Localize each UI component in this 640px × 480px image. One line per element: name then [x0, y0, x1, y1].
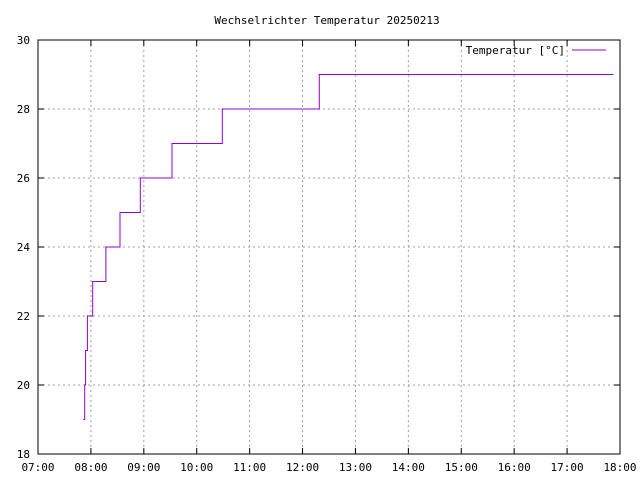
y-tick-label: 20 — [17, 379, 30, 392]
data-point — [318, 73, 320, 76]
x-tick-label: 10:00 — [180, 461, 213, 474]
x-tick-label: 08:00 — [74, 461, 107, 474]
grid — [38, 40, 620, 454]
data-point — [139, 177, 141, 179]
data-point — [119, 211, 121, 214]
data-point — [221, 108, 223, 110]
series-layer — [83, 73, 614, 421]
x-tick-label: 18:00 — [603, 461, 636, 474]
x-tick-label: 16:00 — [498, 461, 531, 474]
ticks: 07:00 08:00 09:00 10:00 11:00 12:00 13:00 14:00… — [17, 34, 637, 474]
data-point — [85, 349, 87, 352]
y-tick-label: 22 — [17, 310, 30, 323]
data-point — [171, 142, 173, 145]
legend-label: Temperatur [°C] — [466, 44, 565, 57]
data-point — [105, 246, 107, 248]
y-tick-label: 24 — [17, 241, 31, 254]
series-line-0 — [83, 74, 613, 420]
x-tick-label: 09:00 — [127, 461, 160, 474]
data-point — [83, 418, 85, 421]
x-tick-label: 15:00 — [445, 461, 478, 474]
y-tick-label: 26 — [17, 172, 30, 185]
data-point — [86, 315, 88, 317]
x-tick-label: 13:00 — [339, 461, 372, 474]
x-tick-label: 11:00 — [233, 461, 266, 474]
legend: Temperatur [°C] — [466, 44, 606, 57]
x-tick-label: 14:00 — [392, 461, 425, 474]
data-point — [92, 280, 94, 283]
x-tick-label: 17:00 — [551, 461, 584, 474]
data-point — [612, 73, 614, 76]
x-tick-label: 07:00 — [21, 461, 54, 474]
y-tick-label: 18 — [17, 448, 30, 461]
y-tick-label: 30 — [17, 34, 30, 47]
x-tick-label: 12:00 — [286, 461, 319, 474]
data-point — [84, 384, 86, 386]
y-tick-label: 28 — [17, 103, 30, 116]
chart-title: Wechselrichter Temperatur 20250213 — [214, 14, 439, 27]
